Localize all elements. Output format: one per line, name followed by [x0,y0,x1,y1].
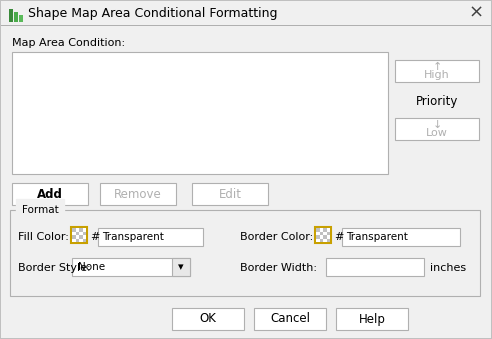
Bar [326,258,424,276]
Bar [395,118,479,140]
Text: High: High [424,70,450,80]
Text: Map Area Condition:: Map Area Condition: [12,38,125,48]
Text: Transparent: Transparent [346,232,408,242]
Text: ↓: ↓ [432,120,442,130]
Bar [316,239,319,242]
Bar [75,228,79,232]
Bar [79,239,83,242]
Bar [72,235,75,239]
Text: Priority: Priority [416,96,458,108]
Text: ×: × [468,4,484,22]
Bar [319,239,323,242]
Bar [75,235,79,239]
Bar [98,228,203,246]
Bar [319,235,323,239]
Bar [75,232,79,235]
Text: Shape Map Area Conditional Formatting: Shape Map Area Conditional Formatting [28,7,277,20]
Bar [1,1,491,26]
Bar [14,12,18,22]
Bar [327,239,330,242]
Text: Low: Low [426,128,448,138]
Bar [323,235,327,239]
Text: Format: Format [22,205,59,215]
Bar [75,239,79,242]
Bar [254,308,326,330]
Bar [79,235,83,239]
Bar [323,232,327,235]
Bar [315,227,331,243]
Bar [327,235,330,239]
Bar [316,232,319,235]
Bar [79,228,83,232]
Bar [327,228,330,232]
Text: Border Color:: Border Color: [240,232,313,242]
Bar [319,228,323,232]
Text: None: None [78,262,105,272]
Bar [72,228,75,232]
Text: Help: Help [359,313,385,325]
Text: Border Style:: Border Style: [18,263,91,273]
Text: Remove: Remove [114,187,162,200]
Bar [336,308,408,330]
Text: #: # [90,232,99,242]
Bar [83,239,86,242]
Bar [172,258,190,276]
Bar [9,9,13,22]
Bar [19,15,23,22]
Text: #: # [334,232,343,242]
Text: Edit: Edit [218,187,242,200]
Bar [316,228,319,232]
Text: Fill Color:: Fill Color: [18,232,69,242]
Bar [10,210,480,296]
Bar [100,183,176,205]
Bar [72,239,75,242]
Bar [1,25,491,26]
Text: ▾: ▾ [178,262,184,273]
Bar [79,232,83,235]
Bar [323,239,327,242]
Bar [395,60,479,82]
Bar [71,227,87,243]
Text: Add: Add [37,187,63,200]
Bar [172,308,244,330]
Bar [72,232,75,235]
Bar [323,228,327,232]
Bar [83,232,86,235]
Text: Border Width:: Border Width: [240,263,317,273]
Text: Transparent: Transparent [102,232,164,242]
Bar [83,228,86,232]
Text: Cancel: Cancel [270,313,310,325]
Text: OK: OK [200,313,216,325]
Text: ↑: ↑ [432,62,442,72]
Text: inches: inches [430,263,466,273]
Bar [327,232,330,235]
Bar [12,183,88,205]
Bar [342,228,460,246]
Bar [12,52,388,174]
Bar [319,232,323,235]
Bar [72,258,190,276]
Bar [83,235,86,239]
Bar [192,183,268,205]
Bar [316,235,319,239]
